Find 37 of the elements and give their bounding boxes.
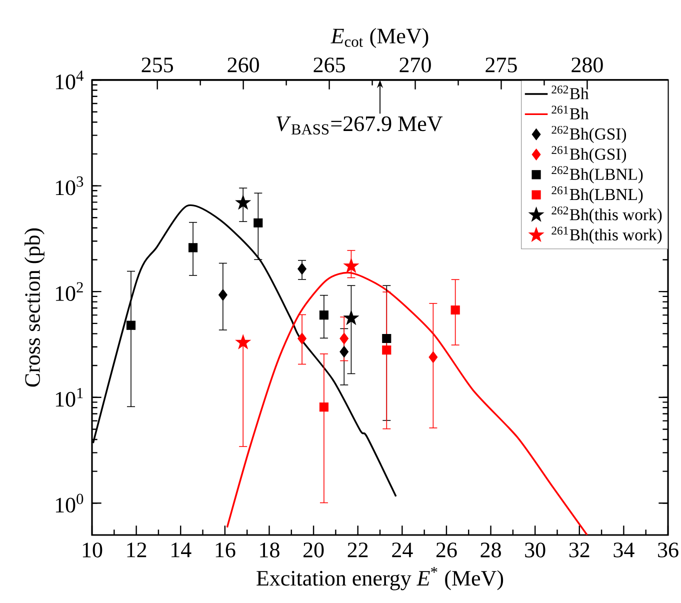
x2-tick-label: 275 [486, 58, 517, 72]
y-tick-label: 10$^{1}$ [56, 388, 83, 407]
y-tick-label: 10$^{2}$ [56, 282, 83, 301]
x-tick-label: 12 [127, 542, 146, 558]
legend-label: $^{261}$Bh(LBNL) [552, 186, 643, 204]
x-tick-label: 16 [216, 542, 236, 558]
y-tick-label: 10$^{0}$ [56, 494, 84, 513]
legend-label: $^{261}$Bh(GSI) [552, 146, 626, 164]
x2-tick-label: 280 [572, 58, 603, 72]
legend-label: $^{262}$Bh(this work) [552, 206, 662, 224]
y-axis-title: Cross section (pb) [24, 228, 44, 387]
x-tick-label: 28 [480, 542, 501, 558]
y-tick-label: 10$^{3}$ [56, 176, 84, 196]
x-tick-label: 10 [82, 542, 102, 558]
x-tick-label: 34 [614, 542, 634, 558]
x-tick-label: 22 [348, 542, 368, 558]
x2-tick-label: 260 [228, 58, 259, 72]
x2-tick-label: 270 [400, 58, 431, 72]
x-tick-label: 36 [658, 542, 678, 558]
x2-axis-title: E$_{cot}$ (MeV) [330, 28, 428, 48]
x-tick-label: 26 [436, 542, 457, 558]
x-tick-label: 32 [569, 542, 590, 558]
legend-label: $^{261}$Bh(this work) [552, 226, 662, 244]
x-tick-label: 24 [392, 542, 413, 558]
x-tick-label: 20 [304, 542, 324, 558]
annotation: V$_{BASS}$=267.9 MeV [276, 116, 443, 135]
x-tick-label: 14 [172, 542, 192, 558]
legend-label: $^{262}$Bh(LBNL) [552, 166, 643, 184]
legend-label: $^{262}$Bh [552, 86, 589, 100]
x-axis-title: Excitation energy E$^{*}$ (MeV) [256, 567, 504, 590]
x-tick-label: 30 [525, 542, 546, 558]
x2-tick-label: 265 [314, 58, 345, 72]
legend-label: $^{261}$Bh [552, 106, 589, 120]
y-tick-label: 10$^{4}$ [56, 70, 84, 90]
x2-tick-label: 255 [142, 58, 173, 72]
x-tick-label: 18 [260, 542, 280, 558]
legend-label: $^{262}$Bh(GSI) [552, 126, 626, 144]
